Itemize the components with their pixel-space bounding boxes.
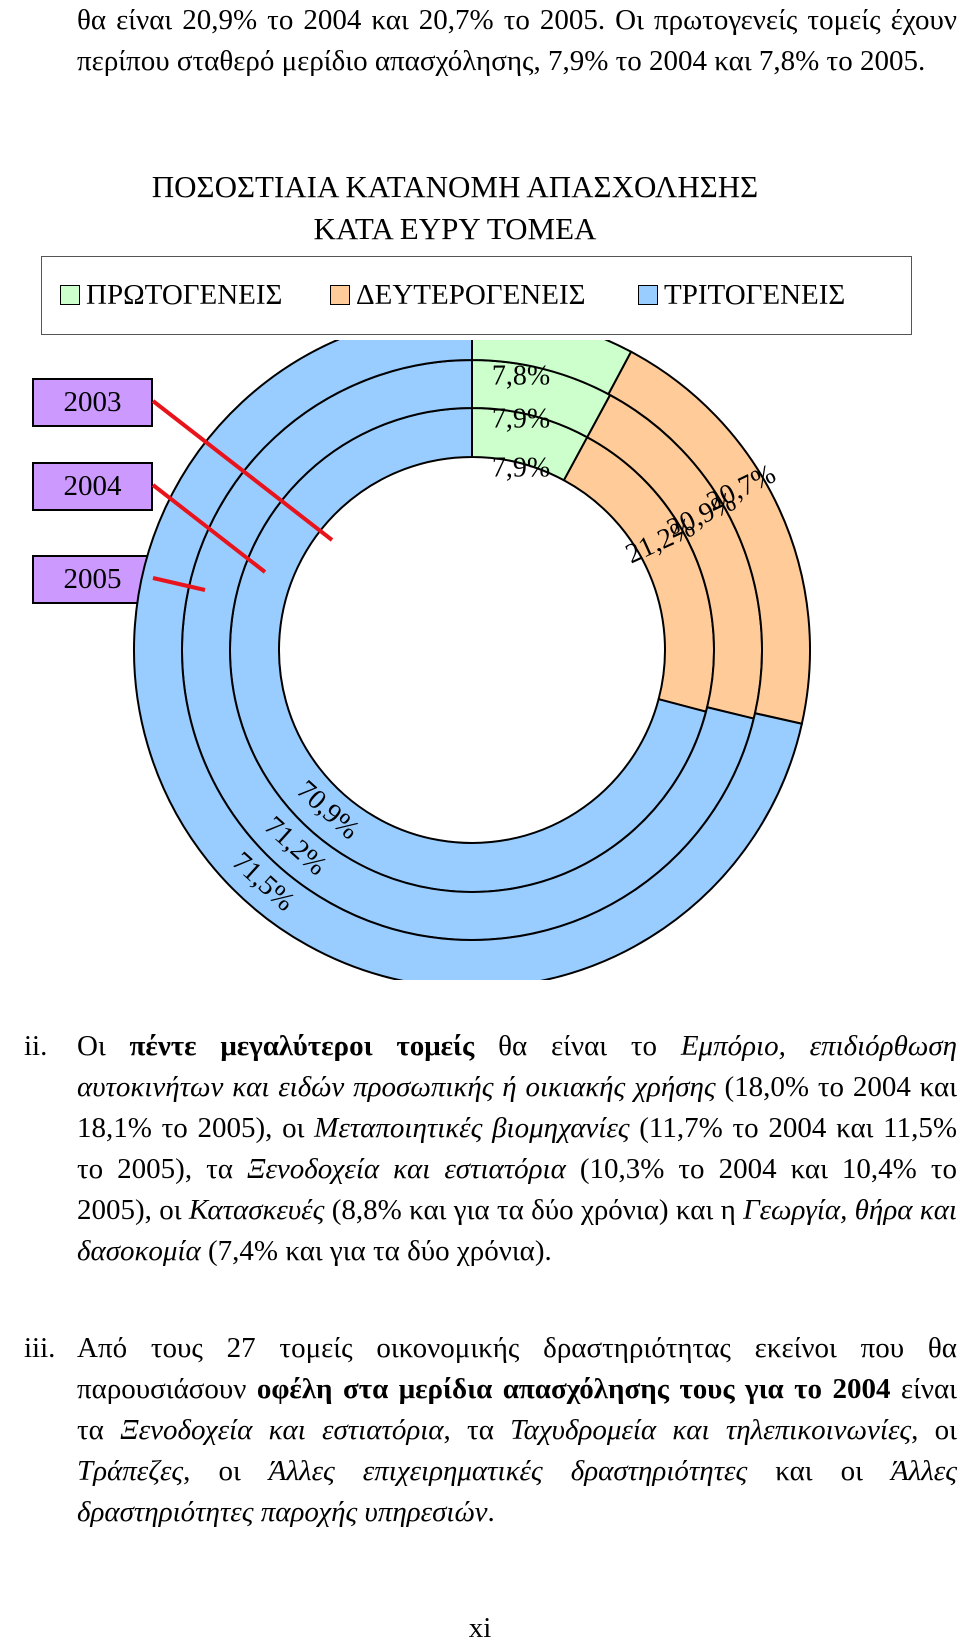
- leader-line-2003: [151, 399, 334, 542]
- year-box-2004: 2004: [32, 462, 153, 511]
- data-label-2003-primary: 7,9%: [492, 452, 550, 483]
- legend-item-secondary: ΔΕΥΤΕΡΟΓΕΝΕΙΣ: [330, 279, 585, 311]
- legend-item-tertiary: ΤΡΙΤΟΓΕΝΕΙΣ: [638, 279, 845, 311]
- list-number: iii.: [24, 1332, 56, 1364]
- donut-chart: 7,9%21,2%70,9%7,9%20,9%71,2%7,8%20,7%71,…: [133, 340, 811, 980]
- legend-item-primary: ΠΡΩΤΟΓΕΝΕΙΣ: [60, 279, 282, 311]
- legend-label-tertiary: ΤΡΙΤΟΓΕΝΕΙΣ: [664, 279, 846, 311]
- legend-swatch-primary: [60, 285, 80, 305]
- year-box-2005: 2005: [32, 555, 153, 604]
- chart-title: ΠΟΣΟΣΤΙΑΙΑ ΚΑΤΑΝΟΜΗ ΑΠΑΣΧΟΛΗΣΗΣ ΚΑΤΑ ΕΥΡ…: [40, 166, 870, 250]
- year-box-2003: 2003: [32, 378, 153, 427]
- chart-title-line2: ΚΑΤΑ ΕΥΡΥ ΤΟΜΕΑ: [313, 211, 597, 246]
- leader-line-2005: [152, 576, 206, 592]
- list-number: ii.: [24, 1030, 48, 1062]
- data-label-2005-primary: 7,8%: [492, 360, 550, 391]
- data-label-2004-primary: 7,9%: [492, 403, 550, 434]
- chart-legend: ΠΡΩΤΟΓΕΝΕΙΣ ΔΕΥΤΕΡΟΓΕΝΕΙΣ ΤΡΙΤΟΓΕΝΕΙΣ: [41, 256, 912, 335]
- legend-label-primary: ΠΡΩΤΟΓΕΝΕΙΣ: [86, 279, 283, 311]
- intro-paragraph: θα είναι 20,9% το 2004 και 20,7% το 2005…: [77, 4, 957, 77]
- chart-title-line1: ΠΟΣΟΣΤΙΑΙΑ ΚΑΤΑΝΟΜΗ ΑΠΑΣΧΟΛΗΣΗΣ: [151, 169, 759, 204]
- leader-line-2004: [151, 483, 267, 574]
- slice-2005-tertiary: [133, 340, 804, 980]
- list-text: Οι πέντε μεγαλύτεροι τομείς θα είναι το …: [77, 1030, 958, 1267]
- legend-swatch-secondary: [330, 285, 350, 305]
- page-number: xi: [468, 1612, 492, 1644]
- list-text: Από τους 27 τομείς οικονομικής δραστηριό…: [77, 1332, 957, 1528]
- legend-label-secondary: ΔΕΥΤΕΡΟΓΕΝΕΙΣ: [356, 279, 586, 311]
- legend-swatch-tertiary: [638, 285, 658, 305]
